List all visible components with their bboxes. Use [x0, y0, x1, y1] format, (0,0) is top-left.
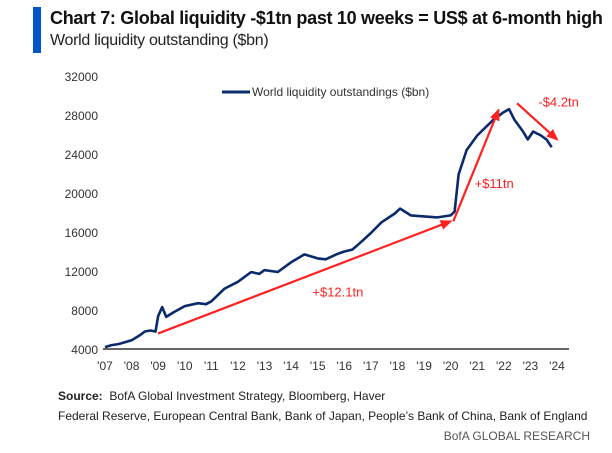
- y-tick-label: 4000: [71, 343, 98, 357]
- x-tick-label: '20: [443, 359, 459, 373]
- legend: World liquidity outstandings ($bn): [222, 85, 429, 99]
- annotation-arrow: [516, 102, 559, 141]
- x-tick-label: '14: [283, 359, 299, 373]
- y-tick-label: 16000: [65, 226, 99, 240]
- x-tick-label: '23: [523, 359, 539, 373]
- chart-title: Chart 7: Global liquidity -$1tn past 10 …: [50, 8, 603, 28]
- x-tick-label: '10: [177, 359, 193, 373]
- x-tick-label: '08: [124, 359, 140, 373]
- x-tick-label: '21: [469, 359, 485, 373]
- annotation-arrow: [157, 220, 453, 335]
- x-tick-label: '24: [549, 359, 565, 373]
- annotation-label: -$4.2tn: [538, 94, 578, 109]
- y-tick-label: 12000: [65, 265, 99, 279]
- source-text: BofA Global Investment Strategy, Bloombe…: [109, 389, 386, 403]
- brand-label: BofA GLOBAL RESEARCH: [443, 429, 590, 443]
- y-tick-label: 20000: [65, 187, 99, 201]
- annotation-arrow: [452, 108, 500, 222]
- y-tick-label: 24000: [65, 148, 99, 162]
- x-tick-label: '17: [363, 359, 379, 373]
- x-tick-label: '09: [150, 359, 166, 373]
- x-axis: '07 '08 '09 '10 '11 '12 '13 '14 '15 '16 '17 '18 '19 '…: [97, 359, 565, 373]
- y-axis: 4000 8000 12000 16000 20000 24000 28000 32000: [65, 70, 99, 357]
- x-tick-label: '18: [390, 359, 406, 373]
- chart-subtitle: World liquidity outstanding ($bn): [50, 32, 269, 49]
- source-label: Source:: [58, 389, 103, 403]
- legend-label: World liquidity outstandings ($bn): [252, 85, 429, 99]
- x-tick-label: '15: [310, 359, 326, 373]
- x-tick-label: '12: [230, 359, 246, 373]
- x-tick-label: '16: [336, 359, 352, 373]
- annotations-layer: +$12.1tn +$11tn -$4.2tn: [157, 94, 579, 335]
- x-tick-label: '11: [204, 359, 219, 373]
- x-tick-label: '19: [416, 359, 432, 373]
- y-tick-label: 32000: [65, 70, 99, 84]
- annotation-label: +$12.1tn: [312, 284, 363, 299]
- y-tick-label: 8000: [71, 304, 98, 318]
- annotation-label: +$11tn: [475, 176, 514, 191]
- source-note: Source: BofA Global Investment Strategy,…: [58, 389, 385, 403]
- x-tick-label: '07: [97, 359, 113, 373]
- title-accent-bar: [33, 7, 41, 53]
- source-note-line2: Federal Reserve, European Central Bank, …: [58, 409, 588, 423]
- x-tick-label: '13: [257, 359, 273, 373]
- x-tick-label: '22: [496, 359, 512, 373]
- y-tick-label: 28000: [65, 109, 99, 123]
